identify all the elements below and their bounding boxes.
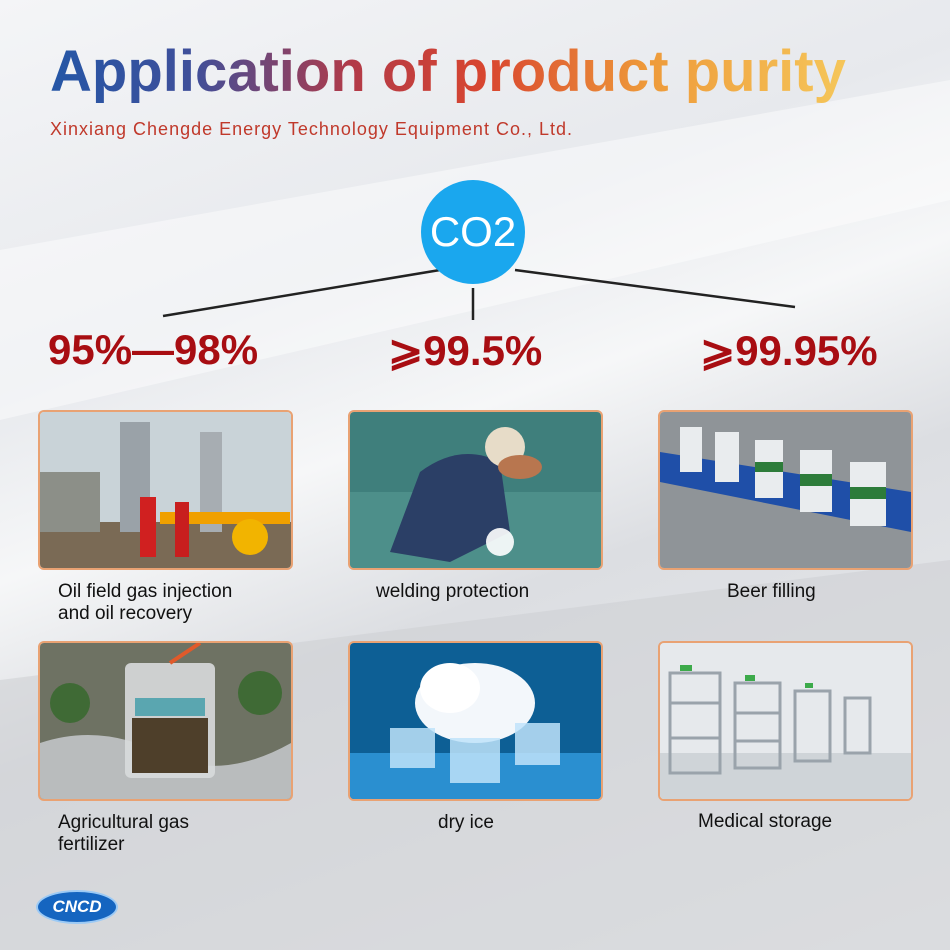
subtitle: Xinxiang Chengde Energy Technology Equip… (50, 119, 573, 139)
center-node: CO2 (421, 180, 525, 284)
photo (348, 410, 603, 570)
photo (658, 410, 913, 570)
logo: CNCD (36, 890, 118, 924)
photo (658, 641, 913, 801)
purity-level: 95%—98% (48, 326, 259, 373)
item-label: Beer filling (727, 581, 816, 603)
label-line: Agricultural gas (58, 812, 189, 833)
purity-level: ⩾99.5% (388, 327, 543, 374)
purity-level: ⩾99.95% (700, 327, 878, 374)
title: Application of product purity (50, 39, 846, 104)
label-line: welding protection (376, 581, 530, 602)
photo (38, 641, 293, 801)
photo (348, 641, 603, 801)
item-label: welding protection (376, 581, 529, 603)
label-line: Beer filling (727, 581, 816, 602)
label-line: Oil field gas injection (58, 581, 233, 602)
label-line: fertilizer (58, 834, 125, 855)
item-label: Medical storage (698, 811, 832, 833)
item-label: Oil field gas injection and oil recovery (58, 581, 232, 625)
item-label: dry ice (438, 812, 494, 834)
item-label: Agricultural gas fertilizer (58, 812, 189, 856)
photo (38, 410, 293, 570)
label-line: and oil recovery (58, 603, 193, 624)
label-line: Medical storage (698, 811, 833, 832)
label-line: dry ice (438, 812, 494, 833)
